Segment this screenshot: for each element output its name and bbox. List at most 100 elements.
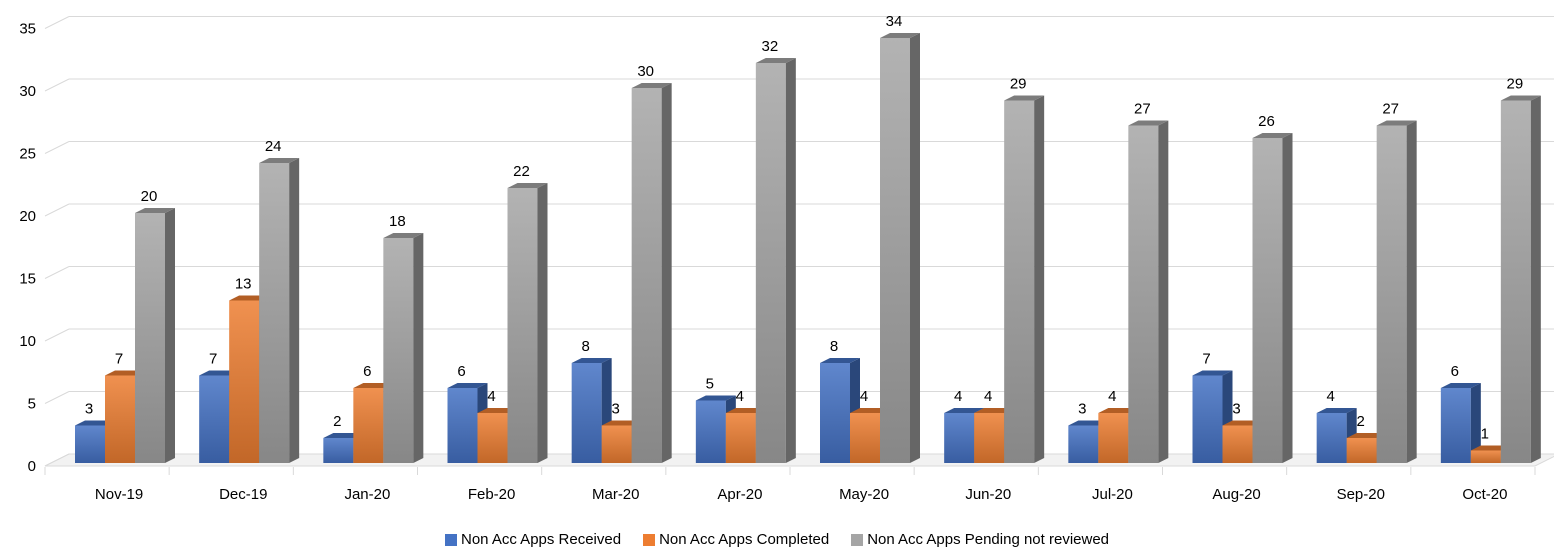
bar-front [755,63,786,463]
bar-front [323,438,354,463]
y-tick-label: 25 [19,146,36,163]
bar-top [1252,133,1293,138]
bar-top [1004,95,1045,101]
data-label: 8 [581,338,589,355]
bar-front [1222,425,1253,463]
data-label: 2 [1356,413,1364,430]
data-label: 4 [487,388,495,405]
y-tick-label: 15 [19,271,36,288]
legend-label-completed: Non Acc Apps Completed [659,531,830,548]
gridline-side [44,16,70,29]
bar-side [537,183,548,463]
bar [631,83,672,463]
data-label: 3 [611,401,619,418]
bar-side [1406,120,1417,463]
data-label: 27 [1134,101,1151,118]
bar-side [785,58,796,463]
data-label: 7 [209,351,217,368]
bar [1440,383,1481,463]
bar-front [383,238,414,463]
x-tick-label: Dec-19 [219,486,267,503]
data-label: 4 [1326,388,1334,405]
bar [1128,120,1169,463]
bar [880,33,920,463]
gridline-side [44,266,70,279]
bar-front [631,88,662,463]
data-label: 4 [860,388,868,405]
data-label: 3 [1232,401,1240,418]
bar-front [944,413,975,463]
bar-front [725,413,756,463]
bar-front [1440,388,1471,463]
x-tick-label: Sep-20 [1337,486,1385,503]
x-tick-label: Jun-20 [965,486,1011,503]
data-label: 18 [389,213,406,230]
x-tick-label: Aug-20 [1212,486,1260,503]
legend-swatch-received [444,533,457,546]
bar-side [1158,120,1169,463]
data-label: 13 [235,276,252,293]
bar-front [695,400,726,463]
bar-front [850,413,880,463]
data-label: 6 [457,363,465,380]
bar-side [1034,95,1045,463]
legend-item-pending: Non Acc Apps Pending not reviewed [851,531,1109,548]
y-tick-label: 30 [19,83,36,100]
bar-top [1128,120,1169,126]
bar-front [1128,125,1159,463]
bar-top [135,208,175,213]
bar-top [1500,95,1541,101]
data-label: 29 [1506,76,1523,93]
bar-front [820,363,850,463]
gridline-side [44,328,70,342]
bar-top [695,395,736,401]
bar-side [910,33,920,463]
bar-side [1282,133,1293,463]
bar-front [229,300,260,463]
data-label: 26 [1258,113,1275,130]
bar-side [1470,383,1481,463]
y-tick-label: 20 [19,208,36,225]
bar-front [571,363,602,463]
bar-front [974,413,1005,463]
data-label: 4 [736,388,744,405]
bar-front [105,375,135,463]
data-label: 5 [706,376,714,393]
bar-side [1530,95,1541,463]
data-label: 3 [1078,401,1086,418]
data-label: 30 [637,63,654,80]
bar-front [1316,413,1347,463]
y-tick-label: 35 [19,21,36,38]
legend: Non Acc Apps Received Non Acc Apps Compl… [0,531,1554,548]
data-label: 6 [363,363,371,380]
x-tick-label: May-20 [839,486,889,503]
data-label: 4 [954,388,962,405]
y-tick-label: 5 [28,396,36,413]
data-label: 34 [886,13,903,30]
bar [1376,120,1417,463]
bar-top [755,58,796,63]
bar-side [413,233,424,463]
legend-label-received: Non Acc Apps Received [460,531,622,548]
bar-front [1346,438,1377,463]
legend-item-completed: Non Acc Apps Completed [643,531,829,548]
bar-top [880,33,920,38]
bar-front [880,38,910,463]
data-label: 7 [115,351,123,368]
bar-front [1068,425,1099,463]
y-tick-label: 10 [19,333,36,350]
bar-front [507,188,538,463]
bar [259,158,300,463]
x-tick-label: Oct-20 [1462,486,1507,503]
bar-top [1316,408,1357,413]
bar-front [601,425,632,463]
bar [1252,133,1293,463]
legend-swatch-pending [851,533,864,546]
data-label: 32 [761,38,778,55]
data-label: 4 [1108,388,1116,405]
bar-top [259,158,300,163]
data-label: 6 [1451,363,1459,380]
bar [135,208,175,463]
